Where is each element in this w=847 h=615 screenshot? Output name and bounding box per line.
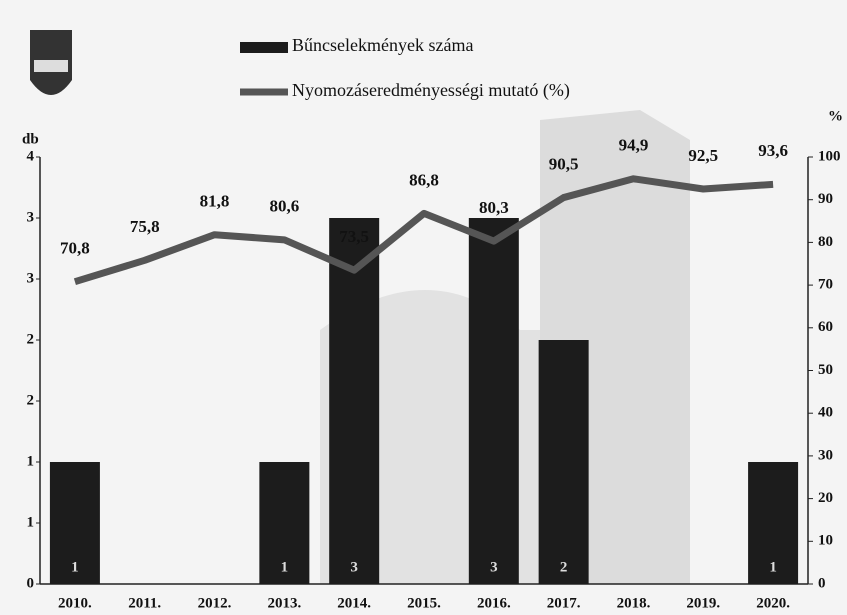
y-tick-label: 0 [27, 575, 35, 591]
x-tick-label: 2017. [547, 595, 581, 611]
y-tick-label: 4 [27, 148, 35, 164]
y2-tick-label: 90 [818, 191, 833, 207]
bar-value-label: 3 [490, 559, 498, 575]
background-photo [320, 290, 600, 584]
line-value-label: 80,3 [479, 198, 509, 217]
y2-tick-label: 60 [818, 319, 833, 335]
bar-value-label: 1 [769, 559, 777, 575]
y2-tick-label: 40 [818, 405, 833, 421]
line-value-label: 73,5 [339, 227, 369, 246]
bar-value-label: 3 [350, 559, 358, 575]
bar [748, 462, 799, 584]
bar-value-label: 1 [71, 559, 79, 575]
y-tick-label: 2 [27, 392, 35, 408]
y-axis-label: db [22, 131, 39, 147]
y2-tick-label: 20 [818, 490, 833, 506]
line-value-label: 90,5 [549, 154, 579, 173]
bar [468, 218, 519, 584]
y-tick-label: 1 [27, 514, 35, 530]
line-value-label: 93,6 [758, 141, 788, 160]
line-value-label: 81,8 [200, 192, 230, 211]
y-tick-label: 3 [27, 209, 35, 225]
line-value-label: 92,5 [688, 146, 718, 165]
y-tick-label: 2 [27, 331, 35, 347]
line-value-label: 70,8 [60, 239, 90, 258]
legend-label: Nyomozáseredményességi mutató (%) [292, 80, 570, 101]
legend-label: Bűncselekmények száma [292, 35, 473, 55]
bar [329, 218, 380, 584]
y2-tick-label: 0 [818, 575, 826, 591]
x-tick-label: 2010. [58, 595, 92, 611]
bar-value-label: 1 [281, 559, 289, 575]
line-value-label: 75,8 [130, 217, 160, 236]
y-tick-label: 3 [27, 270, 35, 286]
line-value-label: 86,8 [409, 170, 439, 189]
y2-tick-label: 100 [818, 148, 841, 164]
x-tick-label: 2011. [128, 595, 161, 611]
bar-value-label: 2 [560, 559, 568, 575]
x-tick-label: 2019. [686, 595, 720, 611]
x-tick-label: 2013. [267, 595, 301, 611]
bar [538, 340, 589, 584]
y2-axis-label: % [828, 108, 843, 124]
legend-swatch [240, 42, 288, 53]
y2-tick-label: 10 [818, 533, 833, 549]
y2-tick-label: 80 [818, 234, 833, 250]
emblem [30, 30, 72, 95]
x-tick-label: 2012. [198, 595, 232, 611]
x-tick-label: 2015. [407, 595, 441, 611]
line [73, 175, 774, 286]
y2-tick-label: 70 [818, 277, 833, 293]
y2-tick-label: 30 [818, 447, 833, 463]
bar [49, 462, 100, 584]
y2-tick-label: 50 [818, 362, 833, 378]
bar [259, 462, 310, 584]
x-tick-label: 2016. [477, 595, 511, 611]
line-value-label: 94,9 [619, 136, 649, 155]
x-tick-label: 2014. [337, 595, 371, 611]
line-value-label: 80,6 [269, 197, 299, 216]
y-tick-label: 1 [27, 453, 35, 469]
x-tick-label: 2020. [756, 595, 790, 611]
x-tick-label: 2018. [617, 595, 651, 611]
